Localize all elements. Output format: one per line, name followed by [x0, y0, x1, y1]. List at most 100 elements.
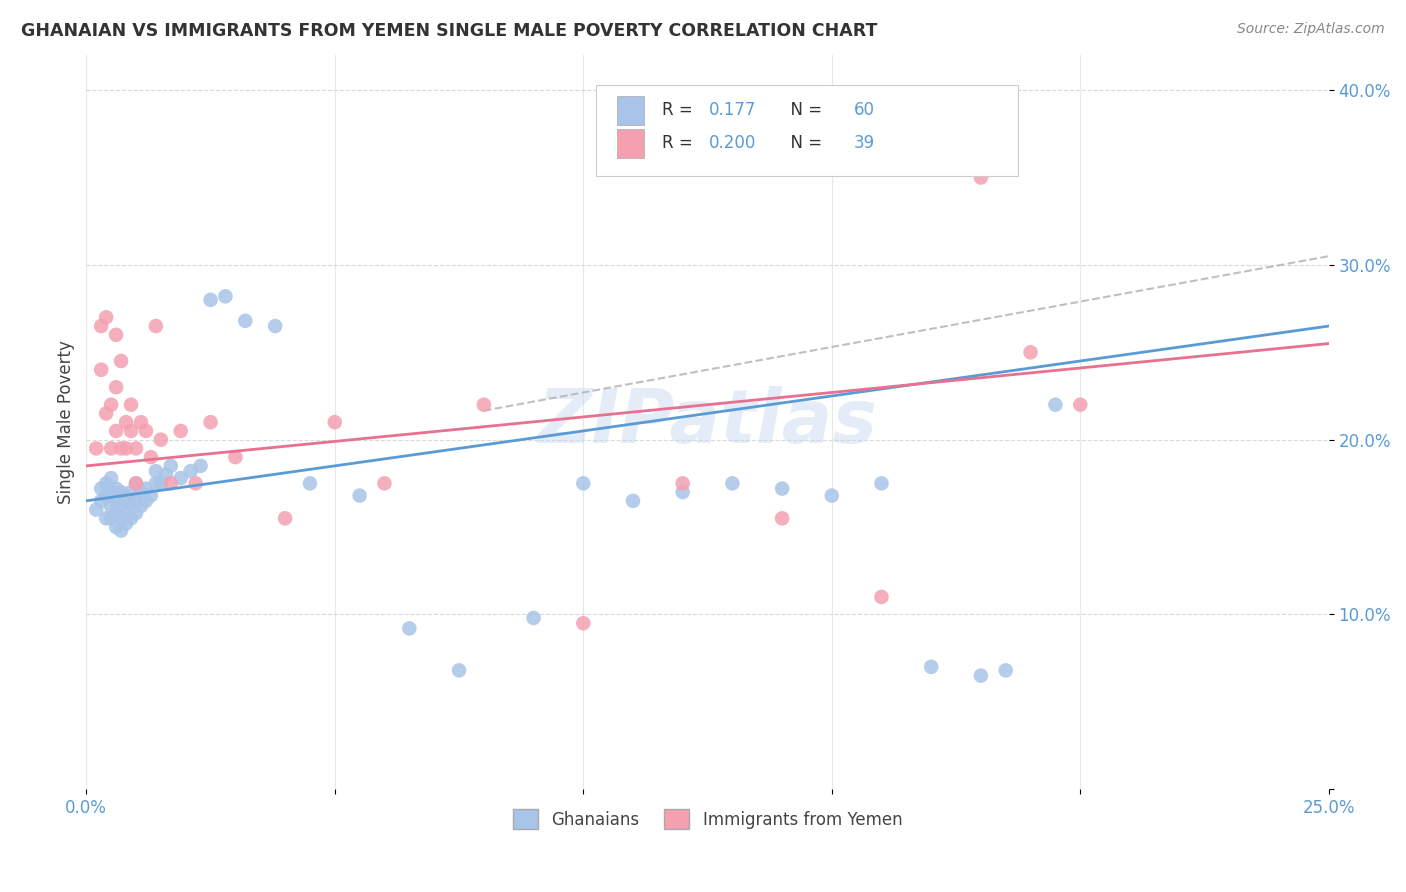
Point — [139, 489, 162, 503]
Point — [149, 476, 172, 491]
Point — [572, 476, 595, 491]
Point — [233, 314, 256, 328]
Legend: Ghanaians, Immigrants from Yemen: Ghanaians, Immigrants from Yemen — [506, 802, 908, 836]
Text: R =: R = — [662, 134, 697, 153]
Point — [159, 458, 181, 473]
Point — [105, 493, 128, 508]
Text: 39: 39 — [855, 134, 876, 153]
Point — [100, 398, 122, 412]
Point — [100, 485, 122, 500]
Point — [373, 476, 395, 491]
Point — [821, 489, 844, 503]
Text: GHANAIAN VS IMMIGRANTS FROM YEMEN SINGLE MALE POVERTY CORRELATION CHART: GHANAIAN VS IMMIGRANTS FROM YEMEN SINGLE… — [21, 22, 877, 40]
Point — [621, 493, 644, 508]
Point — [970, 668, 993, 682]
Point — [523, 611, 546, 625]
Point — [870, 590, 893, 604]
Point — [96, 476, 118, 491]
Point — [105, 424, 128, 438]
Point — [920, 660, 942, 674]
Point — [170, 424, 193, 438]
Point — [90, 482, 112, 496]
Point — [1045, 398, 1067, 412]
Point — [184, 476, 207, 491]
Point — [398, 622, 420, 636]
Text: N =: N = — [779, 101, 827, 120]
Point — [105, 380, 128, 394]
Text: Source: ZipAtlas.com: Source: ZipAtlas.com — [1237, 22, 1385, 37]
Point — [96, 511, 118, 525]
Bar — [617, 95, 644, 125]
Point — [672, 476, 695, 491]
Point — [139, 450, 162, 464]
Point — [155, 467, 177, 482]
Point — [115, 516, 138, 531]
Bar — [617, 128, 644, 158]
Point — [1019, 345, 1042, 359]
Point — [170, 471, 193, 485]
Point — [100, 471, 122, 485]
Text: N =: N = — [779, 134, 827, 153]
Point — [105, 482, 128, 496]
Point — [110, 524, 132, 538]
Point — [100, 442, 122, 456]
Point — [105, 520, 128, 534]
Point — [125, 442, 148, 456]
FancyBboxPatch shape — [596, 85, 1018, 177]
Point — [115, 491, 138, 505]
Point — [120, 398, 142, 412]
Point — [994, 664, 1017, 678]
Point — [200, 415, 222, 429]
Point — [115, 415, 138, 429]
Point — [214, 289, 236, 303]
Point — [135, 482, 157, 496]
Point — [84, 502, 107, 516]
Point — [472, 398, 495, 412]
Point — [110, 499, 132, 513]
Point — [870, 476, 893, 491]
Point — [105, 327, 128, 342]
Point — [264, 319, 287, 334]
Point — [120, 485, 142, 500]
Point — [145, 319, 167, 334]
Point — [84, 442, 107, 456]
Point — [180, 464, 202, 478]
Point — [125, 476, 148, 491]
Point — [96, 310, 118, 325]
Point — [770, 482, 793, 496]
Point — [105, 506, 128, 520]
Point — [115, 502, 138, 516]
Point — [447, 664, 470, 678]
Point — [129, 485, 152, 500]
Point — [96, 406, 118, 420]
Point — [349, 489, 371, 503]
Point — [770, 511, 793, 525]
Text: 60: 60 — [855, 101, 875, 120]
Point — [323, 415, 346, 429]
Point — [110, 354, 132, 368]
Point — [110, 485, 132, 500]
Text: 0.200: 0.200 — [709, 134, 756, 153]
Point — [149, 433, 172, 447]
Point — [129, 499, 152, 513]
Point — [110, 511, 132, 525]
Point — [224, 450, 246, 464]
Point — [672, 485, 695, 500]
Point — [135, 493, 157, 508]
Point — [135, 424, 157, 438]
Text: R =: R = — [662, 101, 697, 120]
Point — [100, 499, 122, 513]
Point — [145, 464, 167, 478]
Point — [274, 511, 297, 525]
Point — [120, 497, 142, 511]
Point — [110, 442, 132, 456]
Point — [145, 476, 167, 491]
Point — [200, 293, 222, 307]
Point — [100, 511, 122, 525]
Point — [190, 458, 212, 473]
Point — [125, 493, 148, 508]
Point — [1069, 398, 1091, 412]
Point — [120, 511, 142, 525]
Point — [159, 476, 181, 491]
Point — [129, 415, 152, 429]
